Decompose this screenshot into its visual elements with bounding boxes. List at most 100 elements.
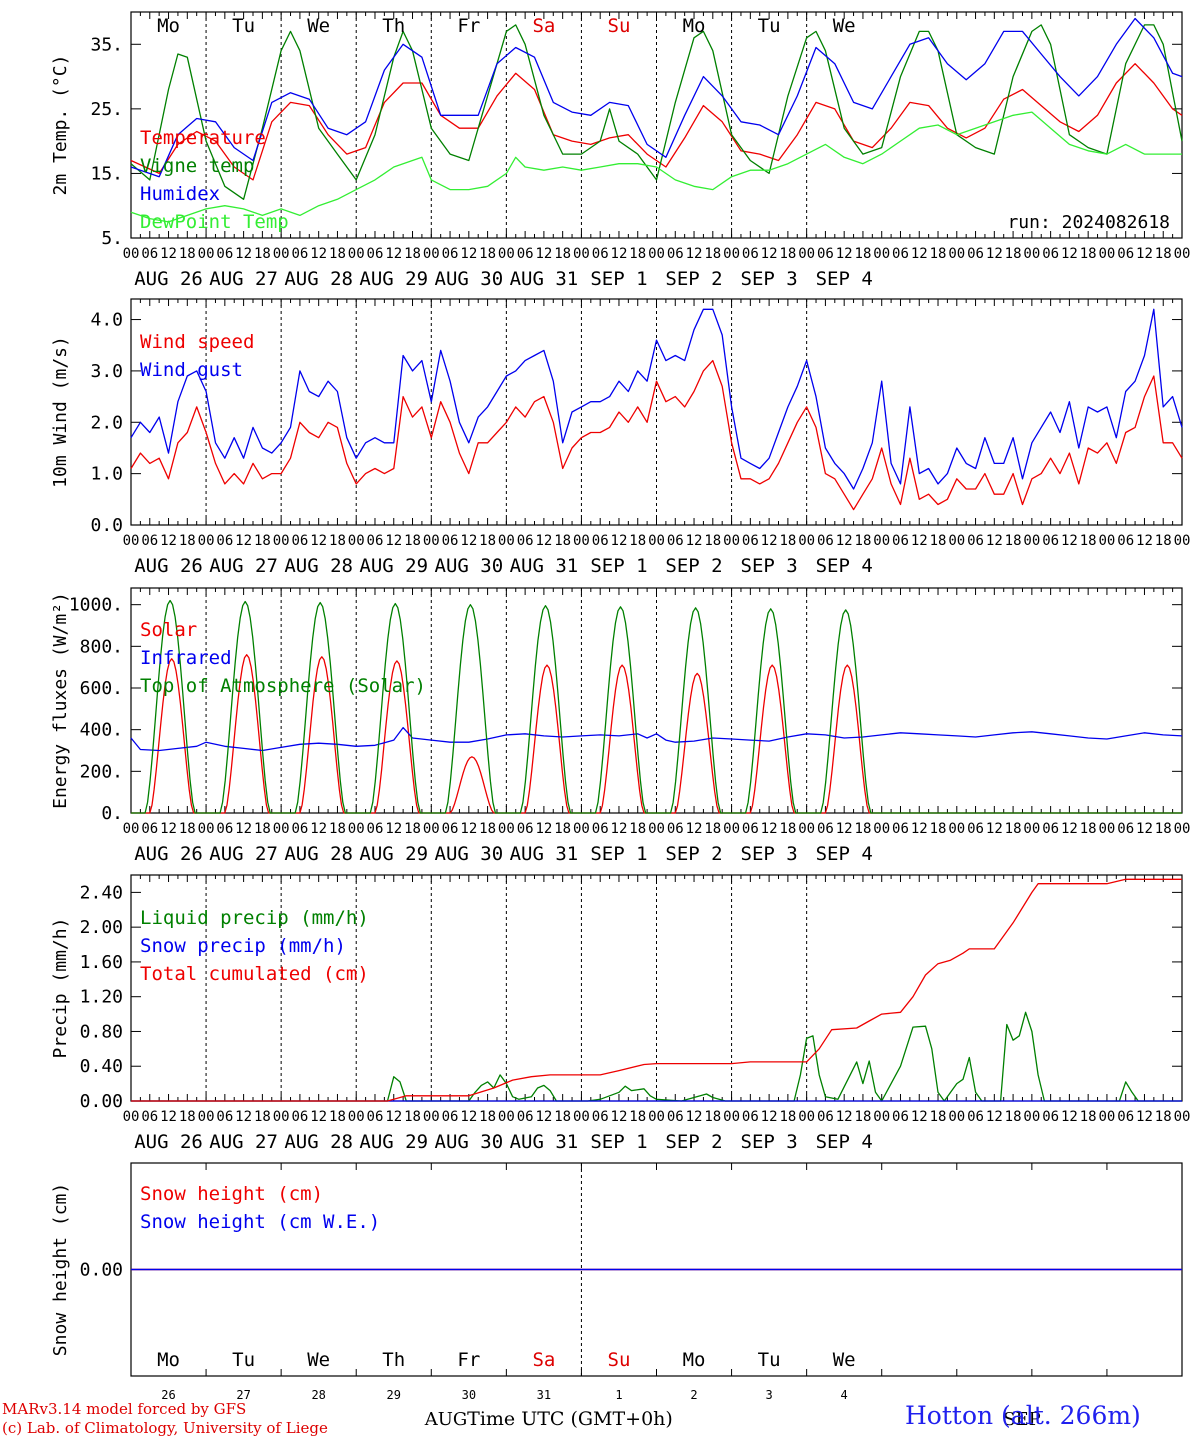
- weekday-label: Su: [608, 15, 631, 37]
- legend-entry: Solar: [140, 619, 197, 641]
- hour-tick-label: 18: [629, 1109, 646, 1125]
- weekday-label: We: [307, 15, 330, 37]
- y-tick-label: 35.: [90, 34, 123, 55]
- hour-tick-label: 00: [798, 533, 815, 549]
- y-tick-label: 2.40: [80, 882, 123, 903]
- hour-tick-label: 12: [911, 821, 928, 837]
- date-label: AUG 26: [134, 555, 203, 577]
- hour-tick-label: 00: [198, 533, 215, 549]
- date-label: SEP 2: [665, 1131, 722, 1153]
- y-tick-label: 0.40: [80, 1056, 123, 1077]
- hour-tick-label: 00: [498, 246, 515, 262]
- hour-tick-label: 06: [216, 821, 233, 837]
- date-label: AUG 29: [359, 555, 428, 577]
- hour-tick-label: 06: [367, 533, 384, 549]
- run-label: run: 2024082618: [1007, 212, 1170, 233]
- credit-lab: (c) Lab. of Climatology, University of L…: [2, 1419, 328, 1437]
- hour-tick-label: 12: [761, 1109, 778, 1125]
- legend-entry: Snow precip (mm/h): [140, 935, 346, 957]
- y-tick-label: 0.80: [80, 1021, 123, 1042]
- legend-entry: Wind gust: [140, 359, 243, 381]
- hour-tick-label: 18: [479, 821, 496, 837]
- hour-tick-label: 12: [611, 1109, 628, 1125]
- hour-tick-label: 00: [573, 246, 590, 262]
- plot-frame: [130, 587, 1183, 814]
- hour-tick-label: 18: [855, 533, 872, 549]
- hour-tick-label: 06: [1042, 1109, 1059, 1125]
- hour-tick-label: 00: [723, 246, 740, 262]
- hour-tick-label: 00: [648, 1109, 665, 1125]
- date-label: AUG 27: [209, 268, 278, 290]
- legend-entry: Humidex: [140, 183, 220, 205]
- y-tick-label: 1.20: [80, 987, 123, 1008]
- legend-entry: Snow height (cm): [140, 1183, 323, 1205]
- hour-tick-label: 00: [723, 533, 740, 549]
- hour-tick-label: 00: [498, 1109, 515, 1125]
- hour-tick-label: 12: [310, 246, 327, 262]
- hour-tick-label: 06: [517, 1109, 534, 1125]
- hour-tick-label: 06: [967, 533, 984, 549]
- date-label: SEP 4: [816, 1131, 873, 1153]
- hour-tick-label: 18: [1005, 821, 1022, 837]
- series-line: [131, 878, 1182, 1102]
- hour-tick-label: 00: [1023, 533, 1040, 549]
- day-number: 2: [690, 1388, 697, 1402]
- hour-tick-label: 06: [141, 533, 158, 549]
- hour-tick-label: 12: [460, 246, 477, 262]
- weekday-label: Tu: [758, 15, 781, 37]
- hour-tick-label: 06: [667, 533, 684, 549]
- bottom-weekday-label: Mo: [157, 1349, 180, 1371]
- hour-tick-label: 00: [123, 533, 140, 549]
- date-label: AUG 31: [510, 843, 579, 865]
- bottom-weekday-label: We: [833, 1349, 856, 1371]
- hour-tick-label: 06: [592, 246, 609, 262]
- hour-tick-label: 06: [892, 821, 909, 837]
- hour-tick-label: 00: [1174, 821, 1191, 837]
- legend-entry: Vigne temp: [140, 155, 254, 177]
- hour-tick-label: 00: [1098, 821, 1115, 837]
- date-label: AUG 26: [134, 1131, 203, 1153]
- hour-tick-label: 12: [836, 821, 853, 837]
- hour-tick-label: 12: [160, 821, 177, 837]
- y-tick-label: 200.: [80, 761, 123, 782]
- series-line: [130, 111, 1182, 223]
- legend-entry: DewPoint Temp: [140, 211, 289, 233]
- date-label: SEP 4: [816, 843, 873, 865]
- y-tick-label: 4.0: [90, 310, 123, 331]
- hour-tick-label: 18: [930, 533, 947, 549]
- y-tick-label: 800.: [80, 636, 123, 657]
- hour-tick-label: 18: [1005, 533, 1022, 549]
- hour-tick-label: 12: [686, 246, 703, 262]
- hour-tick-label: 06: [291, 246, 308, 262]
- hour-tick-label: 06: [442, 246, 459, 262]
- hour-tick-label: 18: [930, 246, 947, 262]
- hour-tick-label: 12: [836, 533, 853, 549]
- hour-tick-label: 12: [535, 246, 552, 262]
- hour-tick-label: 18: [479, 533, 496, 549]
- y-axis-label: 10m Wind (m/s): [50, 336, 71, 488]
- hour-tick-label: 12: [986, 1109, 1003, 1125]
- date-label: AUG 29: [359, 268, 428, 290]
- hour-tick-label: 06: [141, 821, 158, 837]
- date-label: AUG 30: [435, 268, 504, 290]
- date-label: SEP 3: [741, 1131, 798, 1153]
- hour-tick-label: 06: [141, 1109, 158, 1125]
- hour-tick-label: 12: [310, 533, 327, 549]
- hour-tick-label: 06: [742, 246, 759, 262]
- date-label: SEP 2: [665, 843, 722, 865]
- y-tick-label: 0.: [101, 803, 123, 824]
- hour-tick-label: 00: [798, 246, 815, 262]
- date-label: SEP 3: [741, 555, 798, 577]
- hour-tick-label: 12: [1061, 1109, 1078, 1125]
- legend-entry: Liquid precip (mm/h): [140, 907, 369, 929]
- panel-5: [130, 1162, 1183, 1377]
- day-number: 4: [841, 1388, 848, 1402]
- weekday-label: Fr: [457, 15, 480, 37]
- bottom-weekday-label: Su: [608, 1349, 631, 1371]
- hour-tick-label: 00: [873, 821, 890, 837]
- hour-tick-label: 06: [216, 1109, 233, 1125]
- date-label: AUG 28: [284, 268, 353, 290]
- date-label: AUG 28: [284, 555, 353, 577]
- hour-tick-label: 06: [367, 246, 384, 262]
